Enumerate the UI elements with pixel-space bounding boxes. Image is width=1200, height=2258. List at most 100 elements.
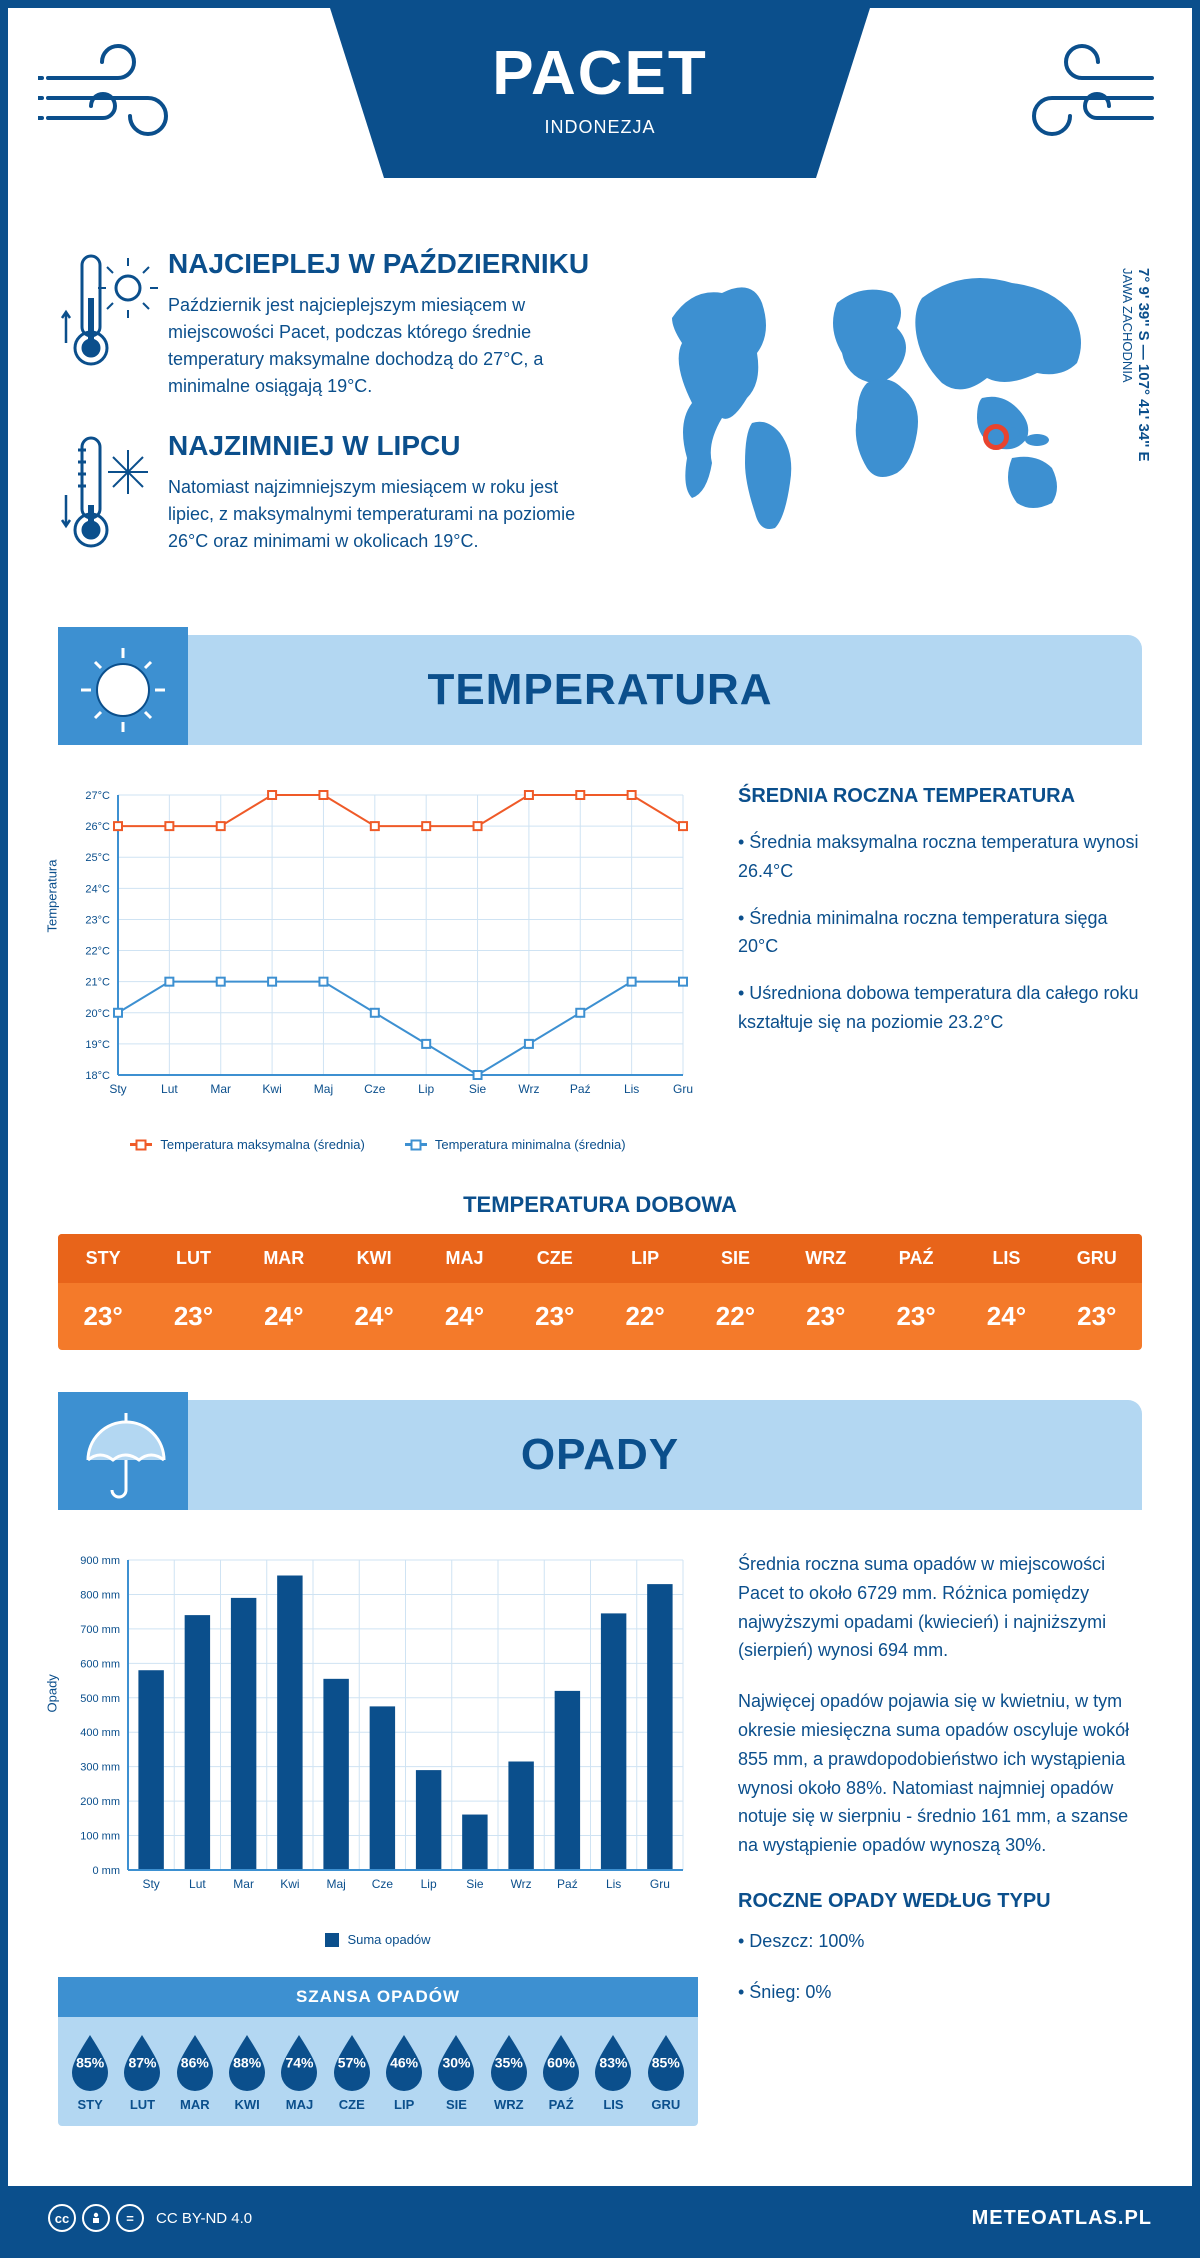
svg-text:Maj: Maj xyxy=(314,1082,333,1096)
intro-section: NAJCIEPLEJ W PAŹDZIERNIKU Październik je… xyxy=(8,228,1192,635)
temperature-section-header: TEMPERATURA xyxy=(58,635,1142,745)
raindrop-icon: 85% xyxy=(66,2031,114,2091)
infographic-frame: PACET INDONEZJA NAJCIEPLEJ W PAŹDZIERNIK… xyxy=(0,0,1200,2258)
location-marker-icon xyxy=(983,424,1009,450)
svg-text:Wrz: Wrz xyxy=(511,1877,532,1891)
svg-text:Lut: Lut xyxy=(189,1877,206,1891)
svg-text:Paź: Paź xyxy=(570,1082,591,1096)
daily-month: LIS xyxy=(961,1234,1051,1283)
svg-text:600 mm: 600 mm xyxy=(80,1658,120,1670)
svg-text:Kwi: Kwi xyxy=(280,1877,299,1891)
raindrop-icon: 86% xyxy=(171,2031,219,2091)
rainfall-legend: Suma opadów xyxy=(58,1932,698,1947)
rainfall-info: Średnia roczna suma opadów w miejscowośc… xyxy=(738,1550,1142,2126)
daily-month: GRU xyxy=(1052,1234,1142,1283)
svg-text:Paź: Paź xyxy=(557,1877,578,1891)
chance-cell: 85% STY xyxy=(64,2031,116,2112)
svg-text:0 mm: 0 mm xyxy=(93,1865,121,1877)
rain-chance-box: SZANSA OPADÓW 85% STY 87% LUT 86% MAR 88… xyxy=(58,1977,698,2126)
svg-text:22°C: 22°C xyxy=(85,946,110,958)
svg-text:900 mm: 900 mm xyxy=(80,1555,120,1567)
svg-text:Cze: Cze xyxy=(364,1082,386,1096)
svg-text:Sty: Sty xyxy=(142,1877,159,1891)
thermometer-hot-icon xyxy=(58,248,168,400)
raindrop-icon: 83% xyxy=(589,2031,637,2091)
svg-text:26°C: 26°C xyxy=(85,821,110,833)
daily-value: 23° xyxy=(510,1283,600,1350)
temperature-legend: Temperatura maksymalna (średnia) Tempera… xyxy=(58,1137,698,1152)
rainfall-section-header: OPADY xyxy=(58,1400,1142,1510)
chance-cell: 35% WRZ xyxy=(483,2031,535,2112)
daily-value: 22° xyxy=(600,1283,690,1350)
chance-cell: 30% SIE xyxy=(430,2031,482,2112)
svg-text:19°C: 19°C xyxy=(85,1039,110,1051)
country-name: INDONEZJA xyxy=(330,117,870,138)
header: PACET INDONEZJA xyxy=(8,8,1192,228)
svg-text:500 mm: 500 mm xyxy=(80,1693,120,1705)
daily-value: 22° xyxy=(690,1283,780,1350)
svg-text:18°C: 18°C xyxy=(85,1070,110,1082)
thermometer-cold-icon xyxy=(58,430,168,565)
svg-text:400 mm: 400 mm xyxy=(80,1727,120,1739)
raindrop-icon: 30% xyxy=(432,2031,480,2091)
svg-text:100 mm: 100 mm xyxy=(80,1831,120,1843)
temperature-info: ŚREDNIA ROCZNA TEMPERATURA • Średnia mak… xyxy=(738,785,1142,1152)
title-banner: PACET INDONEZJA xyxy=(330,8,870,178)
svg-text:Maj: Maj xyxy=(326,1877,345,1891)
svg-text:300 mm: 300 mm xyxy=(80,1762,120,1774)
daily-temperature-table: STYLUTMARKWIMAJCZELIPSIEWRZPAŹLISGRU 23°… xyxy=(58,1234,1142,1350)
svg-text:Lis: Lis xyxy=(606,1877,621,1891)
svg-text:Lip: Lip xyxy=(418,1082,434,1096)
chance-cell: 88% KWI xyxy=(221,2031,273,2112)
svg-text:Gru: Gru xyxy=(673,1082,693,1096)
chance-cell: 87% LUT xyxy=(116,2031,168,2112)
daily-month: LIP xyxy=(600,1234,690,1283)
raindrop-icon: 60% xyxy=(537,2031,585,2091)
daily-value: 23° xyxy=(1052,1283,1142,1350)
svg-text:Sty: Sty xyxy=(109,1082,126,1096)
svg-text:700 mm: 700 mm xyxy=(80,1624,120,1636)
svg-text:Cze: Cze xyxy=(372,1877,394,1891)
svg-text:Gru: Gru xyxy=(650,1877,670,1891)
daily-month: SIE xyxy=(690,1234,780,1283)
daily-value: 24° xyxy=(419,1283,509,1350)
svg-text:21°C: 21°C xyxy=(85,977,110,989)
svg-text:Lut: Lut xyxy=(161,1082,178,1096)
daily-month: MAJ xyxy=(419,1234,509,1283)
svg-text:200 mm: 200 mm xyxy=(80,1796,120,1808)
rainfall-bar-chart: 0 mm 100 mm 200 mm 300 mm 400 mm 500 mm 600 mm… xyxy=(58,1550,698,1920)
cc-license-icons: cc= xyxy=(48,2204,144,2232)
daily-temperature-title: TEMPERATURA DOBOWA xyxy=(8,1192,1192,1218)
warmest-title: NAJCIEPLEJ W PAŹDZIERNIKU xyxy=(168,248,602,280)
svg-text:23°C: 23°C xyxy=(85,914,110,926)
svg-text:Sie: Sie xyxy=(469,1082,487,1096)
warmest-text: Październik jest najcieplejszym miesiące… xyxy=(168,292,602,400)
daily-value: 24° xyxy=(961,1283,1051,1350)
raindrop-icon: 74% xyxy=(275,2031,323,2091)
wind-icon xyxy=(38,38,198,148)
coordinates: 7° 9' 39'' S — 107° 41' 34'' E JAWA ZACH… xyxy=(1120,268,1152,468)
daily-value: 24° xyxy=(239,1283,329,1350)
daily-month: STY xyxy=(58,1234,148,1283)
chance-cell: 60% PAŹ xyxy=(535,2031,587,2112)
coldest-block: NAJZIMNIEJ W LIPCU Natomiast najzimniejs… xyxy=(58,430,602,565)
raindrop-icon: 85% xyxy=(642,2031,690,2091)
coldest-title: NAJZIMNIEJ W LIPCU xyxy=(168,430,602,462)
svg-text:20°C: 20°C xyxy=(85,1008,110,1020)
raindrop-icon: 35% xyxy=(485,2031,533,2091)
raindrop-icon: 57% xyxy=(328,2031,376,2091)
svg-text:Lip: Lip xyxy=(421,1877,437,1891)
license-text: CC BY-ND 4.0 xyxy=(156,2210,252,2227)
svg-text:24°C: 24°C xyxy=(85,883,110,895)
raindrop-icon: 46% xyxy=(380,2031,428,2091)
daily-value: 24° xyxy=(329,1283,419,1350)
chance-cell: 57% CZE xyxy=(326,2031,378,2112)
chance-cell: 74% MAJ xyxy=(273,2031,325,2112)
svg-text:25°C: 25°C xyxy=(85,852,110,864)
daily-month: MAR xyxy=(239,1234,329,1283)
by-icon xyxy=(82,2204,110,2232)
daily-value: 23° xyxy=(148,1283,238,1350)
wind-icon xyxy=(1002,38,1162,148)
svg-text:Mar: Mar xyxy=(233,1877,254,1891)
svg-text:Sie: Sie xyxy=(466,1877,484,1891)
